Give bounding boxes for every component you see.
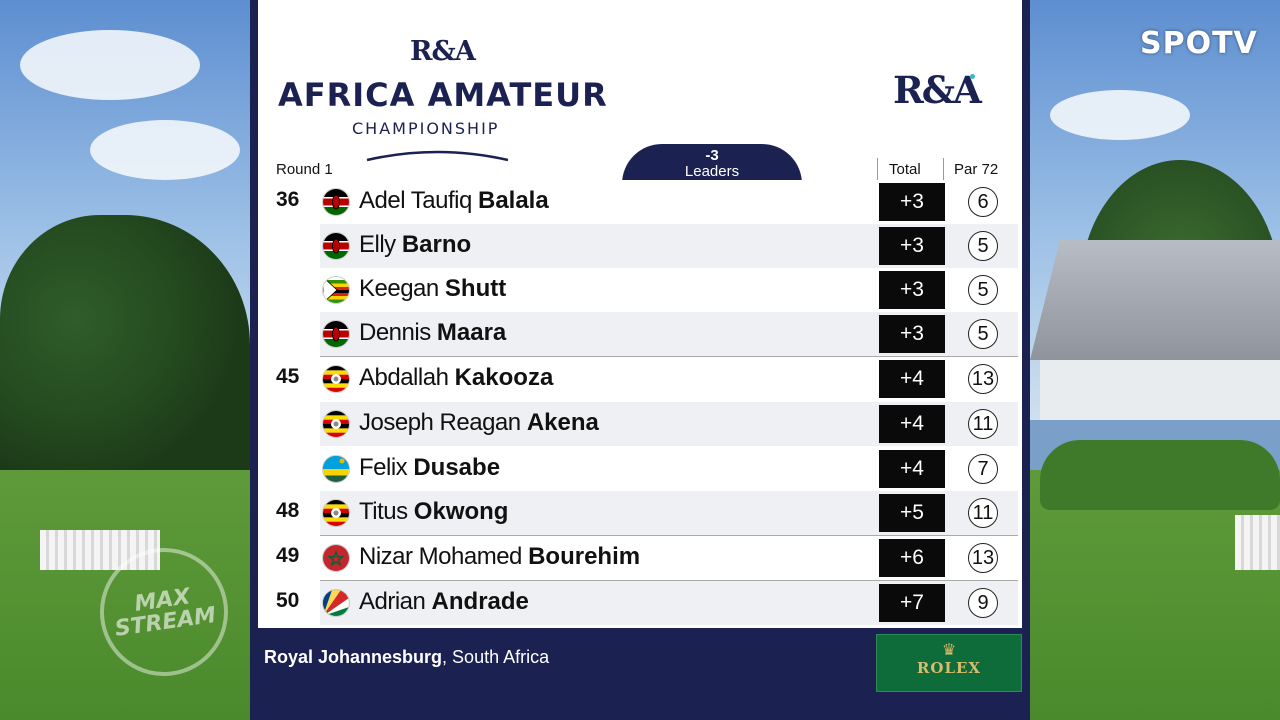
venue-name: Royal Johannesburg — [264, 647, 443, 667]
white-fence — [40, 530, 160, 570]
crown-icon: ♛ — [941, 640, 957, 659]
player-total-score: +4 — [879, 360, 945, 398]
player-last-name: Maara — [436, 319, 507, 346]
player-last-name: Balala — [477, 187, 549, 214]
player-total-score: +6 — [879, 539, 945, 577]
player-position: 50 — [276, 589, 300, 612]
player-thru-hole: 9 — [968, 588, 998, 618]
player-first-name: Adel Taufiq — [359, 187, 472, 214]
player-name: Elly Barno — [359, 231, 471, 259]
rolex-sponsor-logo: ♛ ROLEX — [876, 634, 1022, 692]
rolex-wordmark: ROLEX — [916, 659, 982, 677]
leaderboard-row: Felix Dusabe +4 7 — [258, 447, 1022, 492]
player-first-name: Elly — [359, 231, 396, 258]
kenya-flag-icon — [322, 320, 350, 348]
player-thru-hole: 11 — [968, 498, 998, 528]
player-total-score: +7 — [879, 584, 945, 622]
player-name: Nizar Mohamed Bourehim — [359, 543, 640, 571]
player-total-score: +3 — [879, 271, 945, 309]
kenya-flag-icon — [322, 232, 350, 260]
white-fence — [1235, 515, 1280, 570]
leaderboard-row: 48 Titus Okwong +5 11 — [258, 491, 1022, 536]
leaders-tab: -3 Leaders — [622, 144, 802, 184]
player-name: Dennis Maara — [359, 319, 506, 347]
player-thru-hole: 5 — [968, 319, 998, 349]
player-name: Felix Dusabe — [359, 454, 500, 482]
player-thru-hole: 11 — [968, 409, 998, 439]
player-first-name: Felix — [359, 454, 408, 481]
leaderboard-row: Dennis Maara +3 5 — [258, 312, 1022, 357]
player-last-name: Dusabe — [413, 454, 501, 481]
column-header-total: Total — [889, 161, 921, 178]
uganda-flag-icon — [322, 365, 350, 393]
uganda-flag-icon — [322, 410, 350, 438]
kenya-flag-icon — [322, 188, 350, 216]
swoosh-decoration — [366, 150, 509, 162]
leaderboard-row: Joseph Reagan Akena +4 11 — [258, 402, 1022, 446]
leaderboard-row: 36 Adel Taufiq Balala +3 6 — [258, 180, 1022, 224]
player-first-name: Titus — [359, 498, 408, 525]
player-first-name: Dennis — [359, 319, 431, 346]
morocco-flag-icon — [322, 544, 350, 572]
leaderboard-row: 49 Nizar Mohamed Bourehim +6 13 — [258, 536, 1022, 581]
leaderboard-row: Elly Barno +3 5 — [258, 224, 1022, 268]
player-first-name: Joseph Reagan — [359, 409, 521, 436]
ra-logo-right: R&A — [893, 68, 982, 112]
player-first-name: Adrian — [359, 588, 426, 615]
player-last-name: Okwong — [413, 498, 509, 525]
round-label: Round 1 — [276, 161, 333, 178]
uganda-flag-icon — [322, 499, 350, 527]
rwanda-flag-icon — [322, 455, 350, 483]
player-last-name: Bourehim — [528, 543, 641, 570]
player-first-name: Keegan — [359, 275, 439, 302]
player-thru-hole: 5 — [968, 231, 998, 261]
player-last-name: Andrade — [431, 588, 529, 615]
leaderboard-row: 50 Adrian Andrade +7 9 — [258, 581, 1022, 625]
player-last-name: Barno — [401, 231, 472, 258]
leaders-score: -3 — [705, 147, 719, 164]
player-last-name: Akena — [526, 409, 599, 436]
player-thru-hole: 13 — [968, 543, 998, 573]
event-subtitle: CHAMPIONSHIP — [352, 119, 500, 138]
player-name: Adrian Andrade — [359, 588, 529, 616]
player-total-score: +3 — [879, 315, 945, 353]
ra-logo-dot — [970, 74, 975, 79]
leaderboard-row: 45 Abdallah Kakooza +4 13 — [258, 357, 1022, 401]
player-total-score: +4 — [879, 450, 945, 488]
player-position: 48 — [276, 499, 300, 522]
player-last-name: Kakooza — [454, 364, 554, 391]
seychelles-flag-icon — [322, 589, 350, 617]
player-total-score: +4 — [879, 405, 945, 443]
player-thru-hole: 7 — [968, 454, 998, 484]
player-last-name: Shutt — [444, 275, 507, 302]
venue-label: Royal Johannesburg, South Africa — [264, 647, 550, 667]
player-name: Joseph Reagan Akena — [359, 409, 599, 437]
zimbabwe-flag-icon — [322, 276, 350, 304]
player-first-name: Abdallah — [359, 364, 449, 391]
broadcaster-logo: SPOTV — [1140, 26, 1258, 61]
leaderboard-row: Keegan Shutt +3 5 — [258, 268, 1022, 312]
player-first-name: Nizar Mohamed — [359, 543, 522, 570]
player-total-score: +5 — [879, 494, 945, 532]
player-total-score: +3 — [879, 183, 945, 221]
player-name: Titus Okwong — [359, 498, 508, 526]
player-position: 45 — [276, 365, 300, 388]
player-thru-hole: 13 — [968, 364, 998, 394]
player-thru-hole: 5 — [968, 275, 998, 305]
player-name: Abdallah Kakooza — [359, 364, 553, 392]
ra-logo: R&A — [410, 36, 476, 67]
player-position: 49 — [276, 544, 300, 567]
player-name: Keegan Shutt — [359, 275, 506, 303]
trees-left — [0, 215, 250, 475]
leaders-label: Leaders — [684, 163, 740, 180]
event-title: AFRICA AMATEUR — [278, 76, 608, 114]
clubhouse — [1030, 240, 1280, 430]
player-name: Adel Taufiq Balala — [359, 187, 549, 215]
hedge — [1040, 440, 1280, 510]
venue-location: South Africa — [452, 647, 550, 667]
player-thru-hole: 6 — [968, 187, 998, 217]
player-position: 36 — [276, 188, 300, 211]
player-total-score: +3 — [879, 227, 945, 265]
column-header-par: Par 72 — [954, 161, 999, 178]
